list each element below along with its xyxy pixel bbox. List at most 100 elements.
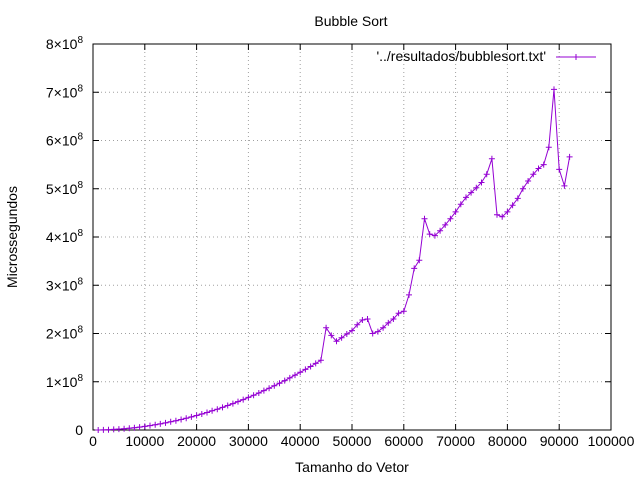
data-point (323, 324, 330, 331)
x-tick-label: 40000 (281, 433, 320, 449)
data-point (281, 377, 288, 384)
data-point (530, 171, 537, 178)
x-tick-label: 20000 (177, 433, 216, 449)
grid-lines (93, 44, 611, 430)
data-point (276, 380, 283, 387)
x-axis-tick-labels: 0 10000 20000 30000 40000 50000 60000 70000 8000… (89, 433, 634, 449)
series-layer (95, 86, 573, 433)
data-point (566, 153, 573, 160)
data-point (499, 213, 506, 220)
x-tick-label: 30000 (229, 433, 268, 449)
data-point (354, 321, 361, 328)
y-tick-exponent: 8 (77, 35, 83, 46)
y-tick-label: 3×108 (46, 276, 84, 293)
data-point (260, 387, 267, 394)
x-tick-label: 80000 (488, 433, 527, 449)
data-point (463, 194, 469, 201)
data-point (483, 171, 490, 178)
y-tick-exponent: 8 (77, 276, 83, 287)
data-point (452, 208, 459, 215)
x-tick-label: 100000 (588, 433, 635, 449)
data-point (545, 144, 552, 151)
data-point (468, 189, 475, 196)
x-tick-label: 70000 (436, 433, 475, 449)
data-point (343, 331, 350, 337)
data-point (535, 165, 542, 172)
data-point (147, 422, 153, 429)
x-tick-label: 10000 (125, 433, 164, 449)
y-tick-label: 2×108 (46, 325, 84, 342)
data-point (525, 178, 532, 184)
y-tick-label: 6×108 (46, 132, 84, 149)
data-point (400, 308, 407, 315)
data-point (312, 360, 319, 367)
data-point (540, 161, 547, 168)
data-point (561, 182, 568, 189)
legend: '../resultados/bubblesort.txt' (376, 48, 596, 64)
data-point (338, 334, 345, 341)
data-point (556, 166, 563, 173)
legend-marker (573, 54, 579, 60)
data-point (380, 324, 387, 331)
data-point (162, 419, 169, 426)
data-point (317, 357, 324, 364)
data-point (519, 185, 526, 192)
y-tick-label: 0 (75, 422, 83, 438)
axis-ticks (92, 43, 612, 431)
data-point (209, 407, 216, 414)
y-tick-exponent: 8 (77, 132, 83, 143)
data-point (416, 257, 423, 264)
data-point (551, 86, 557, 93)
data-point (152, 421, 159, 428)
x-axis-title: Tamanho do Vetor (295, 459, 409, 475)
data-point (390, 316, 397, 322)
data-point (95, 427, 102, 433)
data-point (224, 402, 231, 409)
y-tick-label: 7×108 (46, 83, 84, 100)
data-point (333, 338, 340, 345)
data-point (131, 424, 138, 431)
y-tick-label: 1×108 (46, 373, 84, 390)
data-point (198, 411, 205, 417)
y-tick-label: 5×108 (46, 180, 84, 197)
data-point (188, 413, 195, 420)
x-tick-label: 60000 (384, 433, 423, 449)
data-point (437, 227, 444, 234)
data-point (328, 332, 335, 339)
y-tick-exponent: 8 (77, 373, 83, 384)
data-point (307, 363, 314, 370)
data-point (183, 415, 190, 422)
data-point (447, 215, 454, 222)
data-point (100, 426, 107, 433)
data-point (229, 400, 236, 407)
data-point (214, 406, 221, 413)
data-point (514, 195, 521, 202)
y-axis-tick-labels: 0 1×108 2×108 3×108 4×108 5×108 6×108 7×108 8×10… (46, 35, 84, 438)
data-point (105, 426, 112, 433)
data-point (478, 179, 485, 186)
y-axis-title: Microssegundos (4, 186, 20, 288)
data-point (250, 392, 257, 399)
data-point (359, 317, 366, 323)
data-point (115, 426, 122, 433)
data-point (110, 426, 117, 433)
legend-plus-marker (573, 54, 579, 60)
data-point (178, 416, 185, 423)
data-point (245, 394, 252, 401)
data-point (509, 202, 516, 209)
data-point (395, 310, 402, 317)
data-point (297, 369, 304, 376)
data-point (271, 382, 278, 389)
x-tick-label: 90000 (540, 433, 579, 449)
data-point (369, 330, 376, 337)
data-point (266, 385, 273, 392)
y-tick-exponent: 8 (77, 83, 83, 94)
data-point (235, 398, 241, 405)
chart-title: Bubble Sort (314, 13, 387, 29)
data-point (442, 221, 449, 228)
data-point (136, 424, 143, 431)
data-point (494, 211, 500, 218)
y-tick-label: 4×108 (46, 228, 84, 245)
data-point (240, 396, 247, 403)
legend-label: '../resultados/bubblesort.txt' (376, 48, 546, 64)
